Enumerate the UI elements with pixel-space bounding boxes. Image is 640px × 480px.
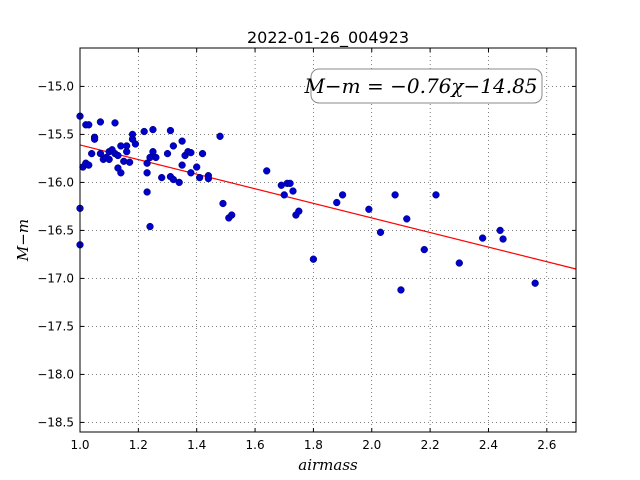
data-point — [85, 161, 93, 169]
plot-frame — [79, 47, 577, 433]
y-tick-label: −15.0 — [37, 79, 74, 93]
data-point — [143, 159, 151, 167]
y-tick-labels: −15.0 −15.5 −16.0 −16.5 −17.0 −17.5 −18.0 −18.5 — [37, 79, 74, 429]
data-point — [204, 174, 213, 183]
points-layer — [76, 112, 539, 294]
x-tick-label: 1.6 — [246, 438, 265, 452]
y-tick-label: −18.0 — [37, 367, 74, 381]
data-point — [169, 175, 178, 184]
x-tick-label: 2.4 — [479, 438, 498, 452]
y-tick-label: −15.5 — [37, 127, 74, 141]
data-point — [455, 259, 463, 267]
data-point — [178, 161, 186, 169]
data-point — [187, 169, 195, 177]
data-point — [175, 178, 183, 187]
x-tick-label: 1.2 — [129, 438, 148, 452]
y-tick-label: −16.0 — [37, 175, 74, 189]
chart-title: 2022-01-26_004923 — [247, 28, 409, 48]
data-point — [85, 121, 93, 129]
data-point — [149, 148, 157, 156]
y-tick-label: −16.5 — [37, 223, 74, 237]
data-point — [114, 151, 122, 160]
data-point — [376, 228, 385, 236]
data-point — [96, 149, 105, 158]
data-point — [499, 235, 507, 243]
x-tick-labels: 1.0 1.2 1.4 1.6 1.8 2.0 2.2 2.4 2.6 — [70, 438, 556, 452]
data-point — [198, 149, 207, 158]
data-point — [140, 127, 148, 136]
data-point — [146, 222, 154, 231]
data-point — [478, 234, 487, 242]
data-point — [286, 179, 294, 188]
data-point — [420, 245, 428, 254]
fit-equation-text: M−m = −0.76χ−14.85 — [303, 74, 537, 98]
y-axis-label: M−m — [14, 219, 32, 262]
data-point — [143, 169, 151, 177]
x-axis-label: airmass — [298, 456, 358, 474]
data-point — [178, 137, 186, 145]
data-point — [105, 155, 113, 164]
fit-equation-box: M−m = −0.76χ−14.85 — [303, 68, 543, 104]
data-point — [216, 132, 224, 140]
data-point — [163, 149, 172, 158]
data-point — [193, 163, 201, 171]
x-tick-label: 2.6 — [537, 438, 556, 452]
y-tick-label: −17.0 — [37, 271, 74, 285]
grid — [79, 48, 576, 432]
data-point — [123, 148, 131, 156]
data-point — [166, 126, 175, 135]
ticks — [79, 48, 576, 432]
data-point — [309, 255, 318, 263]
data-point — [228, 211, 236, 219]
annotation-frame — [310, 68, 543, 104]
data-point — [96, 118, 105, 126]
data-point — [496, 226, 504, 235]
data-point — [333, 198, 341, 207]
data-point — [391, 191, 399, 199]
fit-line-layer — [79, 144, 577, 270]
data-point — [365, 205, 373, 213]
data-point — [169, 142, 178, 150]
data-point — [88, 149, 96, 158]
x-tick-label: 2.2 — [421, 438, 440, 452]
x-tick-label: 1.8 — [304, 438, 323, 452]
data-point — [131, 140, 140, 148]
data-point — [90, 135, 99, 143]
data-point — [397, 286, 405, 294]
data-point — [152, 153, 160, 162]
data-point — [117, 169, 125, 177]
data-point — [187, 148, 195, 157]
data-point — [149, 125, 157, 134]
data-point — [111, 119, 119, 127]
y-tick-label: −17.5 — [37, 319, 74, 333]
data-point — [280, 191, 288, 199]
data-point — [403, 215, 411, 223]
fit-line — [79, 144, 577, 270]
data-point — [219, 199, 227, 208]
data-point — [338, 191, 347, 199]
x-tick-label: 2.0 — [362, 438, 381, 452]
y-tick-label: −18.5 — [37, 415, 74, 429]
data-point — [158, 173, 166, 182]
data-point — [432, 191, 440, 199]
data-point — [289, 187, 297, 195]
data-point — [295, 207, 303, 215]
data-point — [531, 279, 539, 287]
data-point — [125, 158, 134, 166]
data-point — [263, 167, 271, 175]
data-point — [195, 173, 204, 182]
x-tick-label: 1.4 — [187, 438, 206, 452]
data-point — [143, 188, 151, 196]
x-tick-label: 1.0 — [70, 438, 89, 452]
